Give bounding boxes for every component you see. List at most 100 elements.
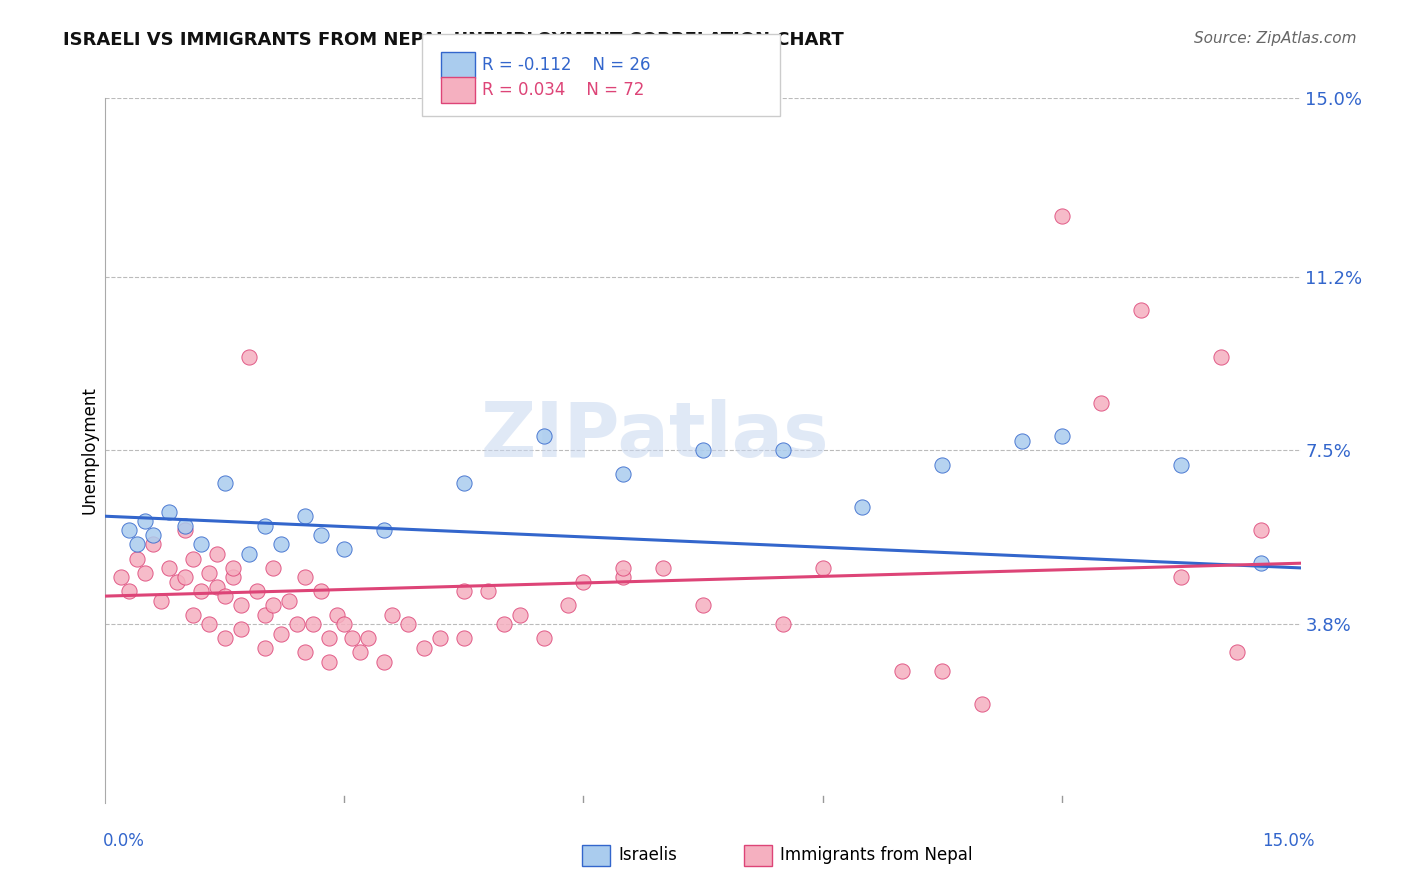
Point — [205, 547, 228, 561]
Point — [1250, 524, 1272, 538]
Point — [772, 443, 794, 458]
Point — [270, 626, 292, 640]
Point — [277, 594, 299, 608]
Point — [301, 617, 323, 632]
Text: ISRAELI VS IMMIGRANTS FROM NEPAL UNEMPLOYMENT CORRELATION CHART: ISRAELI VS IMMIGRANTS FROM NEPAL UNEMPLO… — [63, 31, 844, 49]
Text: 0.0%: 0.0% — [103, 832, 145, 850]
Point — [1050, 429, 1073, 443]
Point — [110, 570, 132, 584]
Point — [557, 599, 579, 613]
Point — [891, 665, 914, 679]
Point — [214, 476, 236, 491]
Point — [318, 655, 340, 669]
Point — [1170, 570, 1192, 584]
Point — [285, 617, 308, 632]
Point — [118, 584, 141, 599]
Point — [533, 429, 555, 443]
Point — [492, 617, 515, 632]
Point — [253, 640, 276, 655]
Point — [134, 514, 156, 528]
Point — [229, 622, 252, 636]
Point — [166, 574, 188, 589]
Point — [150, 594, 173, 608]
Point — [1090, 396, 1112, 410]
Point — [229, 599, 252, 613]
Point — [931, 458, 953, 472]
Point — [373, 655, 395, 669]
Point — [309, 584, 332, 599]
Text: R = -0.112    N = 26: R = -0.112 N = 26 — [482, 56, 651, 74]
Point — [174, 524, 197, 538]
Point — [1011, 434, 1033, 448]
Point — [692, 599, 714, 613]
Point — [349, 645, 371, 659]
Point — [246, 584, 269, 599]
Point — [238, 547, 260, 561]
Point — [509, 607, 531, 622]
Point — [1130, 302, 1153, 317]
Point — [157, 561, 180, 575]
Point — [198, 617, 221, 632]
Point — [381, 607, 404, 622]
Text: R = 0.034    N = 72: R = 0.034 N = 72 — [482, 81, 644, 99]
Point — [1170, 458, 1192, 472]
Point — [262, 561, 284, 575]
Point — [205, 580, 228, 594]
Point — [453, 584, 475, 599]
Text: 15.0%: 15.0% — [1263, 832, 1315, 850]
Point — [127, 551, 149, 566]
Point — [357, 632, 380, 646]
Point — [214, 589, 236, 603]
Point — [190, 537, 212, 551]
Point — [222, 570, 245, 584]
Point — [294, 509, 316, 524]
Point — [612, 570, 634, 584]
Point — [134, 566, 156, 580]
Point — [270, 537, 292, 551]
Point — [811, 561, 834, 575]
Point — [453, 476, 475, 491]
Text: Israelis: Israelis — [619, 846, 678, 863]
Point — [970, 697, 993, 711]
Point — [1226, 645, 1249, 659]
Point — [262, 599, 284, 613]
Y-axis label: Unemployment: Unemployment — [80, 386, 98, 515]
Point — [1209, 350, 1232, 364]
Point — [294, 570, 316, 584]
Point — [142, 528, 165, 542]
Point — [309, 528, 332, 542]
Point — [174, 518, 197, 533]
Point — [1250, 556, 1272, 570]
Point — [572, 574, 595, 589]
Point — [453, 632, 475, 646]
Text: Immigrants from Nepal: Immigrants from Nepal — [780, 846, 973, 863]
Point — [333, 542, 356, 557]
Point — [1050, 209, 1073, 223]
Text: Source: ZipAtlas.com: Source: ZipAtlas.com — [1194, 31, 1357, 46]
Point — [181, 607, 204, 622]
Point — [118, 524, 141, 538]
Point — [198, 566, 221, 580]
Point — [342, 632, 364, 646]
Point — [127, 537, 149, 551]
Point — [222, 561, 245, 575]
Text: ZIPatlas: ZIPatlas — [481, 400, 830, 474]
Point — [325, 607, 347, 622]
Point — [373, 524, 395, 538]
Point — [612, 561, 634, 575]
Point — [318, 632, 340, 646]
Point — [477, 584, 499, 599]
Point — [612, 467, 634, 481]
Point — [157, 504, 180, 518]
Point — [772, 617, 794, 632]
Point — [142, 537, 165, 551]
Point — [253, 607, 276, 622]
Point — [533, 632, 555, 646]
Point — [396, 617, 419, 632]
Point — [294, 645, 316, 659]
Point — [652, 561, 675, 575]
Point — [214, 632, 236, 646]
Point — [931, 665, 953, 679]
Point — [851, 500, 873, 514]
Point — [190, 584, 212, 599]
